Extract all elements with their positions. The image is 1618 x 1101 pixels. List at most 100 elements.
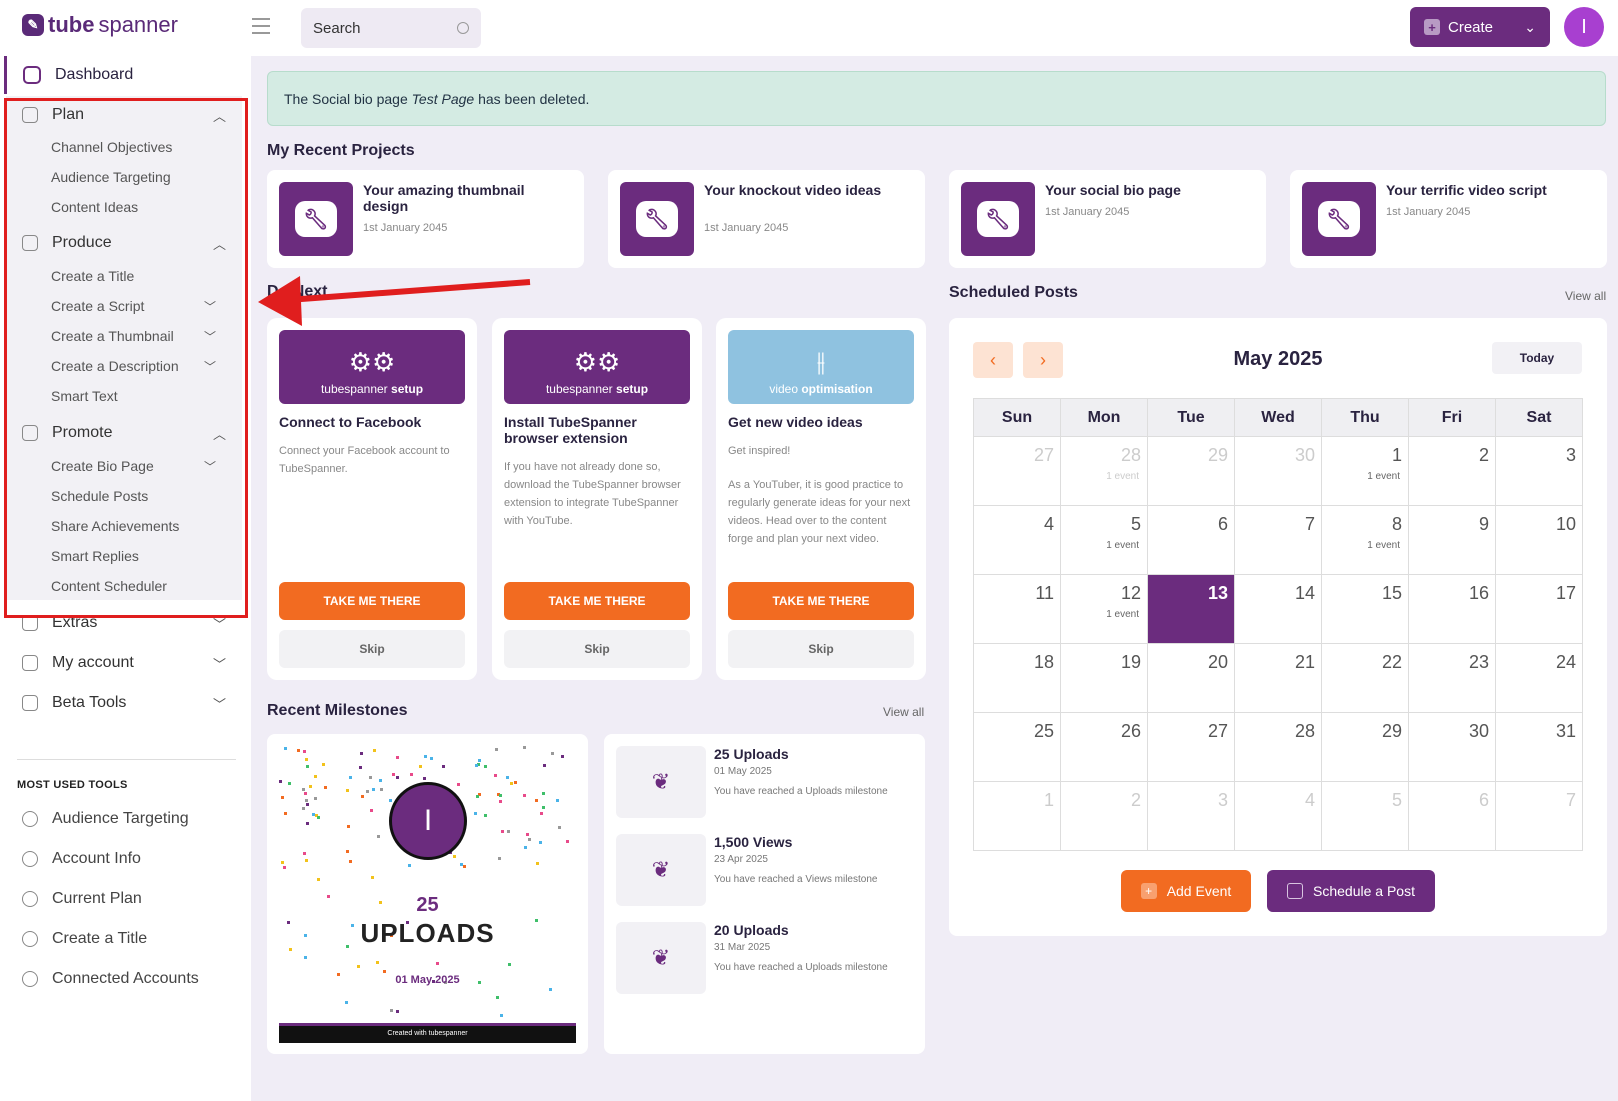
skip-button[interactable]: Skip — [504, 630, 690, 668]
calendar-day[interactable]: 14 — [1235, 575, 1322, 644]
search-input[interactable]: Search — [301, 8, 481, 48]
confetti-piece — [349, 776, 353, 780]
milestone-item[interactable]: ❦ 20 Uploads 31 Mar 2025 You have reache… — [616, 922, 916, 994]
sidebar-subitem[interactable]: Content Scheduler — [51, 578, 167, 594]
calendar-day[interactable]: 2 — [1409, 437, 1496, 506]
calendar-day[interactable]: 1 1 event — [1322, 437, 1409, 506]
take-me-there-button[interactable]: TAKE ME THERE — [279, 582, 465, 620]
milestone-feature-card[interactable]: I 25 UPLOADS 01 May 2025 Created with tu… — [267, 734, 588, 1054]
calendar-day[interactable]: 30 — [1409, 713, 1496, 782]
calendar-day[interactable]: 5 — [1322, 782, 1409, 851]
calendar-day[interactable]: 19 — [1061, 644, 1148, 713]
take-me-there-button[interactable]: TAKE ME THERE — [504, 582, 690, 620]
calendar-day[interactable]: 12 1 event — [1061, 575, 1148, 644]
calendar-day[interactable]: 27 — [1148, 713, 1235, 782]
sidebar-subitem[interactable]: Create a Description ﹀ — [51, 358, 221, 374]
calendar-day[interactable]: 11 — [974, 575, 1061, 644]
sidebar-subitem[interactable]: Create Bio Page ﹀ — [51, 458, 221, 474]
calendar-day[interactable]: 8 1 event — [1322, 506, 1409, 575]
most-used-tool[interactable]: Account Info — [22, 850, 141, 868]
take-me-there-button[interactable]: TAKE ME THERE — [728, 582, 914, 620]
create-button[interactable]: + Create ⌄ — [1410, 7, 1550, 47]
calendar-day[interactable]: 29 — [1322, 713, 1409, 782]
calendar-day[interactable]: 28 — [1235, 713, 1322, 782]
calendar-day[interactable]: 25 — [974, 713, 1061, 782]
calendar-day[interactable]: 9 — [1409, 506, 1496, 575]
sidebar-subitem[interactable]: Share Achievements — [51, 518, 180, 534]
project-card[interactable]: 🔧︎ Your knockout video ideas 1st January… — [608, 170, 925, 268]
sidebar-subitem[interactable]: Create a Script ﹀ — [51, 298, 221, 314]
calendar-day[interactable]: 16 — [1409, 575, 1496, 644]
calendar-day[interactable]: 10 — [1496, 506, 1583, 575]
calendar-day[interactable]: 6 — [1148, 506, 1235, 575]
calendar-day[interactable]: 2 — [1061, 782, 1148, 851]
sidebar-item-label: Plan — [52, 106, 85, 123]
calendar-day[interactable]: 1 — [974, 782, 1061, 851]
add-event-button[interactable]: + Add Event — [1121, 870, 1251, 912]
calendar-day[interactable]: 30 — [1235, 437, 1322, 506]
milestone-item[interactable]: ❦ 1,500 Views 23 Apr 2025 You have reach… — [616, 834, 916, 906]
skip-button[interactable]: Skip — [279, 630, 465, 668]
calendar-day[interactable]: 22 — [1322, 644, 1409, 713]
project-card[interactable]: 🔧︎ Your amazing thumbnail design 1st Jan… — [267, 170, 584, 268]
sidebar-subitem[interactable]: Schedule Posts — [51, 488, 149, 504]
sidebar-item-beta-tools[interactable]: Beta Tools ﹀ — [10, 688, 240, 718]
project-card[interactable]: 🔧︎ Your social bio page 1st January 2045 — [949, 170, 1266, 268]
sidebar-subitem[interactable]: Smart Text — [51, 388, 118, 404]
calendar-day[interactable]: 4 — [1235, 782, 1322, 851]
milestone-item[interactable]: ❦ 25 Uploads 01 May 2025 You have reache… — [616, 746, 916, 818]
most-used-tool[interactable]: Create a Title — [22, 930, 147, 948]
sidebar-subitem[interactable]: Create a Title — [51, 268, 135, 284]
most-used-tool[interactable]: Connected Accounts — [22, 970, 199, 988]
skip-button[interactable]: Skip — [728, 630, 914, 668]
prev-month-button[interactable]: ‹ — [973, 342, 1013, 378]
calendar-day[interactable]: 3 — [1148, 782, 1235, 851]
calendar-day[interactable]: 28 1 event — [1061, 437, 1148, 506]
most-used-tool[interactable]: Audience Targeting — [22, 810, 189, 828]
user-icon — [22, 851, 38, 867]
sidebar-item-plan[interactable]: Plan ︿ — [10, 100, 240, 130]
today-button[interactable]: Today — [1492, 342, 1582, 374]
confetti-piece — [281, 795, 285, 799]
project-card[interactable]: 🔧︎ Your terrific video script 1st Januar… — [1290, 170, 1607, 268]
sidebar-item-dashboard[interactable]: Dashboard — [4, 56, 250, 94]
calendar-day[interactable]: 13 — [1148, 575, 1235, 644]
calendar-day[interactable]: 26 — [1061, 713, 1148, 782]
logo[interactable]: ✎ tube spanner — [22, 12, 178, 38]
view-all-link[interactable]: View all — [883, 705, 925, 719]
calendar-day[interactable]: 3 — [1496, 437, 1583, 506]
sidebar-item-produce[interactable]: Produce ︿ — [10, 228, 240, 258]
sidebar-subitem[interactable]: Audience Targeting — [51, 169, 171, 185]
schedule-post-button[interactable]: Schedule a Post — [1267, 870, 1435, 912]
calendar-day[interactable]: 4 — [974, 506, 1061, 575]
sidebar-item-promote[interactable]: Promote ︿ — [10, 418, 240, 448]
calendar-day[interactable]: 24 — [1496, 644, 1583, 713]
calendar-day[interactable]: 7 — [1235, 506, 1322, 575]
sidebar-item-extras[interactable]: Extras ﹀ — [10, 608, 240, 638]
day-number: 4 — [1304, 790, 1315, 810]
calendar-day[interactable]: 20 — [1148, 644, 1235, 713]
calendar-day[interactable]: 7 — [1496, 782, 1583, 851]
button-label: Schedule a Post — [1313, 883, 1415, 899]
calendar-day[interactable]: 31 — [1496, 713, 1583, 782]
calendar-day[interactable]: 15 — [1322, 575, 1409, 644]
sidebar-item-my-account[interactable]: My account ﹀ — [10, 648, 240, 678]
calendar-day[interactable]: 29 — [1148, 437, 1235, 506]
sidebar-subitem[interactable]: Channel Objectives — [51, 139, 173, 155]
sidebar-subitem[interactable]: Content Ideas — [51, 199, 139, 215]
calendar-day[interactable]: 17 — [1496, 575, 1583, 644]
calendar-day[interactable]: 18 — [974, 644, 1061, 713]
confetti-piece — [499, 1013, 503, 1017]
view-all-link[interactable]: View all — [1565, 289, 1607, 303]
sidebar-subitem[interactable]: Create a Thumbnail ﹀ — [51, 328, 221, 344]
calendar-day[interactable]: 23 — [1409, 644, 1496, 713]
calendar-day[interactable]: 5 1 event — [1061, 506, 1148, 575]
menu-icon[interactable] — [252, 18, 270, 34]
next-month-button[interactable]: › — [1023, 342, 1063, 378]
avatar[interactable]: I — [1564, 7, 1604, 47]
calendar-day[interactable]: 27 — [974, 437, 1061, 506]
calendar-day[interactable]: 21 — [1235, 644, 1322, 713]
sidebar-subitem[interactable]: Smart Replies — [51, 548, 139, 564]
calendar-day[interactable]: 6 — [1409, 782, 1496, 851]
most-used-tool[interactable]: Current Plan — [22, 890, 142, 908]
